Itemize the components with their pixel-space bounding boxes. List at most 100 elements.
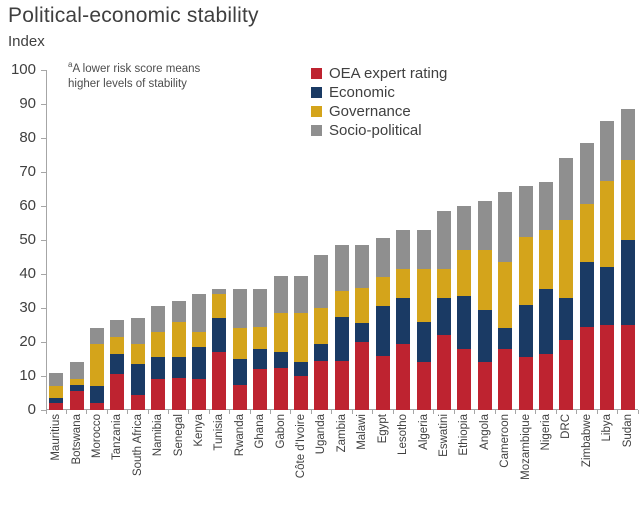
bar-ethiopia	[454, 70, 474, 410]
bar-kenya	[189, 70, 209, 410]
legend-label: Socio-political	[329, 122, 422, 139]
legend: OEA expert rating Economic Governance Socio…	[311, 64, 447, 140]
bar-segment	[538, 289, 553, 354]
bar-segment	[110, 336, 125, 354]
bar-segment	[498, 328, 513, 349]
bar-segment	[110, 319, 125, 337]
bar-segment	[314, 343, 329, 361]
bar-segment	[110, 374, 125, 410]
legend-swatch-icon	[311, 125, 322, 136]
bar-segment	[620, 109, 635, 161]
bar-segment	[69, 362, 84, 380]
x-axis-label: Egypt	[376, 414, 389, 444]
bar-south-africa	[128, 70, 148, 410]
legend-swatch-icon	[311, 87, 322, 98]
x-axis-label-slot: Cameroon	[495, 414, 515, 509]
bar-segment	[151, 331, 166, 358]
bar-segment	[294, 376, 309, 410]
bar-segment	[600, 121, 615, 181]
bar-segment	[69, 391, 84, 410]
x-axis-label: Mozambique	[519, 414, 532, 480]
bar-segment	[314, 255, 329, 309]
bar-senegal	[168, 70, 188, 410]
x-axis-tick	[86, 410, 88, 414]
bar-segment	[49, 372, 64, 387]
bar-segment	[151, 379, 166, 410]
y-axis-tick	[41, 307, 46, 309]
x-axis-tick	[249, 410, 251, 414]
bar-gabon	[270, 70, 290, 410]
bar-segment	[171, 301, 186, 322]
x-axis-tick	[535, 410, 537, 414]
bar-segment	[396, 343, 411, 410]
y-axis-label: 70	[19, 163, 36, 180]
bar-segment	[253, 369, 268, 410]
bar-zimbabwe	[577, 70, 597, 410]
x-axis-label-slot: Senegal	[168, 414, 188, 509]
footnote-superscript: a	[68, 60, 73, 70]
x-axis-tick	[270, 410, 272, 414]
bar-segment	[559, 297, 574, 341]
x-axis-tick	[45, 410, 47, 414]
chart-title: Political-economic stability	[8, 4, 259, 27]
x-axis-label-slot: Ghana	[250, 414, 270, 509]
x-axis-tick	[596, 410, 598, 414]
bar-segment	[314, 360, 329, 410]
bar-segment	[273, 275, 288, 314]
bar-segment	[498, 348, 513, 410]
x-axis-label: Cameroon	[499, 414, 512, 468]
bar-segment	[49, 403, 64, 410]
x-axis-tick	[106, 410, 108, 414]
y-axis-tick	[41, 341, 46, 343]
y-axis-tick	[41, 409, 46, 411]
x-axis-label-slot: Côte d'Ivoire	[291, 414, 311, 509]
y-axis-label: 50	[19, 231, 36, 248]
bar-segment	[375, 306, 390, 356]
x-axis-label-slot: Egypt	[373, 414, 393, 509]
bar-zambia	[332, 70, 352, 410]
bar-ghana	[250, 70, 270, 410]
bar-cameroon	[495, 70, 515, 410]
bar-segment	[212, 352, 227, 410]
x-axis-label: Uganda	[315, 414, 328, 455]
bar-segment	[273, 352, 288, 368]
bar-segment	[294, 313, 309, 363]
bar-segment	[192, 331, 207, 348]
bar-nigeria	[536, 70, 556, 410]
legend-item: Economic	[311, 83, 447, 102]
bar-segment	[334, 291, 349, 317]
bar-segment	[579, 143, 594, 205]
bar-segment	[620, 325, 635, 410]
x-axis-tick	[555, 410, 557, 414]
bar-segment	[90, 386, 105, 404]
bar-drc	[556, 70, 576, 410]
x-axis-tick	[474, 410, 476, 414]
bar-segment	[477, 200, 492, 251]
x-axis-label: Zambia	[335, 414, 348, 453]
bar-segment	[151, 306, 166, 332]
bar-egypt	[373, 70, 393, 410]
bar-segment	[192, 294, 207, 332]
bar-c-te-d-ivoire	[291, 70, 311, 410]
bar-morocco	[87, 70, 107, 410]
x-axis-label: Libya	[601, 414, 614, 442]
x-axis-label-slot: Mauritius	[46, 414, 66, 509]
legend-item: Socio-political	[311, 121, 447, 140]
x-axis-label: Sudan	[621, 414, 634, 448]
bar-segment	[518, 236, 533, 305]
x-axis-label: Malawi	[356, 414, 369, 450]
bar-segment	[538, 182, 553, 230]
x-axis-label: Nigeria	[539, 414, 552, 451]
bar-segment	[212, 318, 227, 353]
bar-segment	[477, 250, 492, 310]
bar-segment	[232, 289, 247, 329]
x-axis-label-slot: Morocco	[87, 414, 107, 509]
x-axis-tick	[127, 410, 129, 414]
x-axis-label: Mauritius	[50, 414, 63, 461]
bar-segment	[600, 325, 615, 410]
y-axis-tick	[41, 239, 46, 241]
bar-segment	[457, 296, 472, 349]
bar-segment	[232, 359, 247, 385]
bar-segment	[416, 268, 431, 322]
x-axis-label: Algeria	[417, 414, 430, 450]
